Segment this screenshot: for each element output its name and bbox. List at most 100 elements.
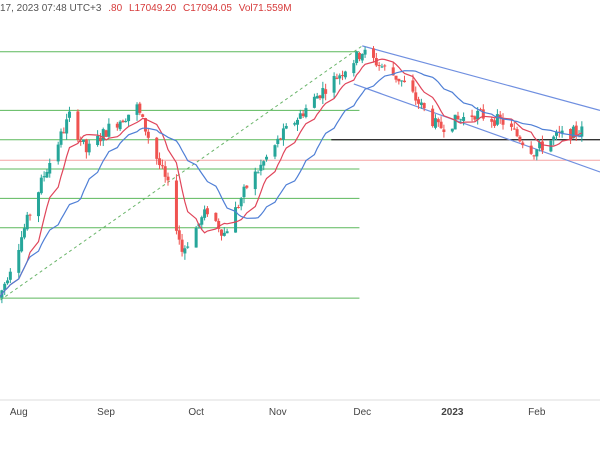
candle-body	[276, 138, 280, 145]
candle-body	[84, 139, 88, 153]
candle-body	[222, 232, 226, 236]
candle-body	[360, 53, 364, 61]
candle-body	[478, 109, 482, 111]
candle-body	[400, 80, 404, 82]
candle-body	[279, 138, 283, 140]
ma-slow-line	[0, 70, 582, 298]
candle-body	[442, 129, 446, 133]
candle-body	[79, 140, 83, 142]
candle-body	[312, 96, 316, 108]
candle-body	[219, 229, 223, 236]
candle-body	[532, 155, 536, 157]
candle-body	[98, 137, 102, 142]
candle-body	[304, 108, 308, 117]
candle-body	[124, 121, 128, 123]
candle-body	[239, 198, 243, 207]
candle-body	[436, 119, 440, 123]
header-volume: Vol71.559M	[238, 3, 292, 14]
x-tick-label-aug: Aug	[10, 407, 28, 418]
candle-body	[555, 131, 559, 136]
candle-body	[214, 212, 218, 221]
candle-body	[540, 141, 544, 151]
ohlc-header: 17, 2023 07:48 UTC+3 .80 L17049.20 C1709…	[0, 0, 600, 18]
candle-body	[321, 88, 325, 99]
candle-body	[56, 144, 60, 162]
header-low: L17049.20	[128, 3, 177, 14]
candle-body	[234, 207, 238, 233]
candle-body	[65, 119, 69, 134]
candle-body	[355, 51, 359, 64]
candle-body	[138, 103, 142, 113]
candle-body	[293, 123, 297, 125]
candle-body	[473, 116, 477, 120]
candle-body	[194, 227, 198, 248]
candle-body	[296, 119, 299, 125]
candle-body	[186, 246, 190, 248]
candle-body	[87, 143, 91, 153]
candle-body	[253, 171, 257, 190]
candle-body	[574, 125, 578, 136]
candle-body	[155, 137, 159, 159]
candle-body	[177, 230, 181, 240]
candle-body	[431, 108, 435, 127]
candle-body	[397, 78, 401, 82]
candle-body	[414, 92, 418, 101]
candle-body	[259, 164, 263, 171]
candle-body	[450, 128, 454, 132]
candle-body	[205, 208, 209, 215]
candle-body	[48, 163, 52, 174]
candle-body	[453, 114, 457, 130]
candle-body	[301, 113, 305, 117]
candle-body	[529, 145, 533, 154]
candle-body	[0, 297, 1, 299]
candle-body	[180, 239, 184, 252]
candle-body	[560, 130, 564, 134]
x-axis: Aug Sep Oct Nov Dec 2023 Feb	[0, 399, 600, 418]
candle-body	[174, 180, 178, 231]
candle-body	[256, 172, 260, 174]
candle-body	[377, 65, 381, 67]
candle-body	[281, 128, 285, 140]
candle-body	[163, 166, 167, 177]
candle-body	[273, 145, 277, 157]
candle-body	[62, 132, 66, 134]
candle-body	[166, 176, 170, 181]
x-tick-label-2023: 2023	[441, 407, 464, 418]
candle-body	[127, 114, 131, 122]
candle-body	[107, 123, 111, 137]
candle-body	[143, 118, 147, 132]
candle-body	[439, 121, 443, 129]
candle-body	[535, 149, 539, 157]
candle-body	[509, 123, 513, 127]
candle-body	[17, 249, 21, 273]
candle-body	[498, 114, 502, 119]
candle-body	[141, 114, 145, 117]
candle-body	[343, 71, 347, 78]
header-date: 17, 2023 07:48 UTC+3	[0, 3, 102, 14]
candle-body	[96, 135, 100, 146]
candle-body	[101, 129, 105, 141]
candle-body	[459, 119, 463, 121]
candle-body	[515, 129, 519, 137]
x-tick-label-feb: Feb	[528, 407, 546, 418]
candle-body	[76, 111, 80, 140]
grid-layer	[0, 51, 360, 299]
candle-body	[380, 66, 384, 68]
header-close-fragment: .80	[108, 3, 123, 14]
candle-body	[6, 280, 10, 284]
candle-body	[242, 186, 246, 198]
candle-body	[183, 248, 187, 254]
candle-body	[352, 63, 356, 74]
candle-body	[158, 158, 162, 166]
moving-average-layer	[0, 58, 583, 298]
header-close: C17094.05	[183, 3, 232, 14]
candle-body	[422, 103, 426, 109]
candle-body	[490, 118, 494, 122]
x-tick-label-sep: Sep	[97, 407, 115, 418]
candle-body	[335, 77, 339, 79]
candle-body	[3, 283, 7, 290]
candle-body	[121, 120, 125, 123]
candle-body	[284, 125, 288, 129]
